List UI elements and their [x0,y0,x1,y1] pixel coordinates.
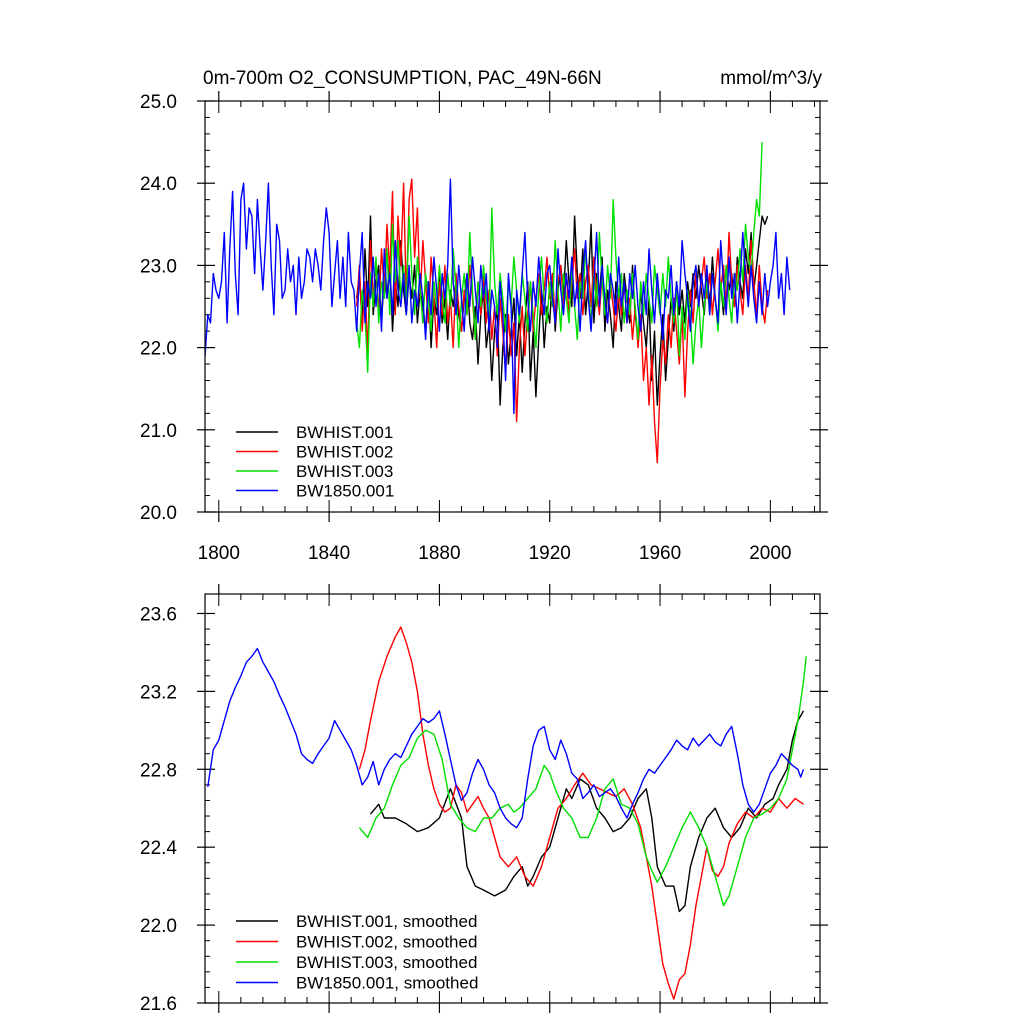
bottom-ytick-label: 22.4 [140,838,177,859]
top-ytick-label: 23.0 [140,256,177,277]
top-legend-label: BW1850.001 [296,482,394,501]
top-xtick-label: 1800 [198,543,240,564]
top-legend-label: BWHIST.002 [296,443,393,462]
bottom-series-line [369,710,805,913]
top-xtick-label: 1920 [529,543,571,564]
top-xtick-label: 1960 [639,543,681,564]
bottom-legend-label: BWHIST.003, smoothed [296,953,477,972]
top-legend-label: BWHIST.003 [296,462,393,481]
top-ytick-label: 20.0 [140,503,177,524]
top-xtick-label: 1840 [308,543,350,564]
top-xtick-label: 1880 [418,543,460,564]
bottom-legend-label: BWHIST.002, smoothed [296,933,477,952]
top-panel: 0m-700m O2_CONSUMPTION, PAC_49N-66N mmol… [140,68,828,564]
top-xtick-label: 2000 [749,543,791,564]
top-ytick-label: 25.0 [140,92,177,113]
top-plot-frame [204,100,821,513]
top-series-line [204,178,791,415]
top-series-line [356,142,763,373]
bottom-plot-frame [204,593,821,1004]
top-series-line [356,178,769,464]
top-ytick-label: 21.0 [140,421,177,442]
bottom-ytick-label: 23.2 [140,682,177,703]
bottom-ytick-label: 23.6 [140,604,177,625]
bottom-ytick-label: 21.6 [140,994,177,1015]
bottom-panel: 21.6 22.0 22.4 22.8 23.2 23.6 BWHIST.001, smo… [140,584,828,1015]
top-legend-label: BWHIST.001 [296,423,393,442]
bottom-ytick-label: 22.8 [140,760,177,781]
bottom-legend-label: BWHIST.001, smoothed [296,912,477,931]
top-ytick-label: 24.0 [140,174,177,195]
bottom-legend-label: BW1850.001, smoothed [296,974,478,993]
bottom-series-line [358,656,807,907]
top-panel-units: mmol/m^3/y [720,68,822,89]
bottom-series-line [207,647,805,829]
bottom-legend: BWHIST.001, smoothed BWHIST.002, smoothed… [236,912,478,993]
top-panel-title: 0m-700m O2_CONSUMPTION, PAC_49N-66N [203,68,602,89]
bottom-ytick-label: 22.0 [140,916,177,937]
top-ytick-label: 22.0 [140,339,177,360]
bottom-series-line [358,626,804,1000]
